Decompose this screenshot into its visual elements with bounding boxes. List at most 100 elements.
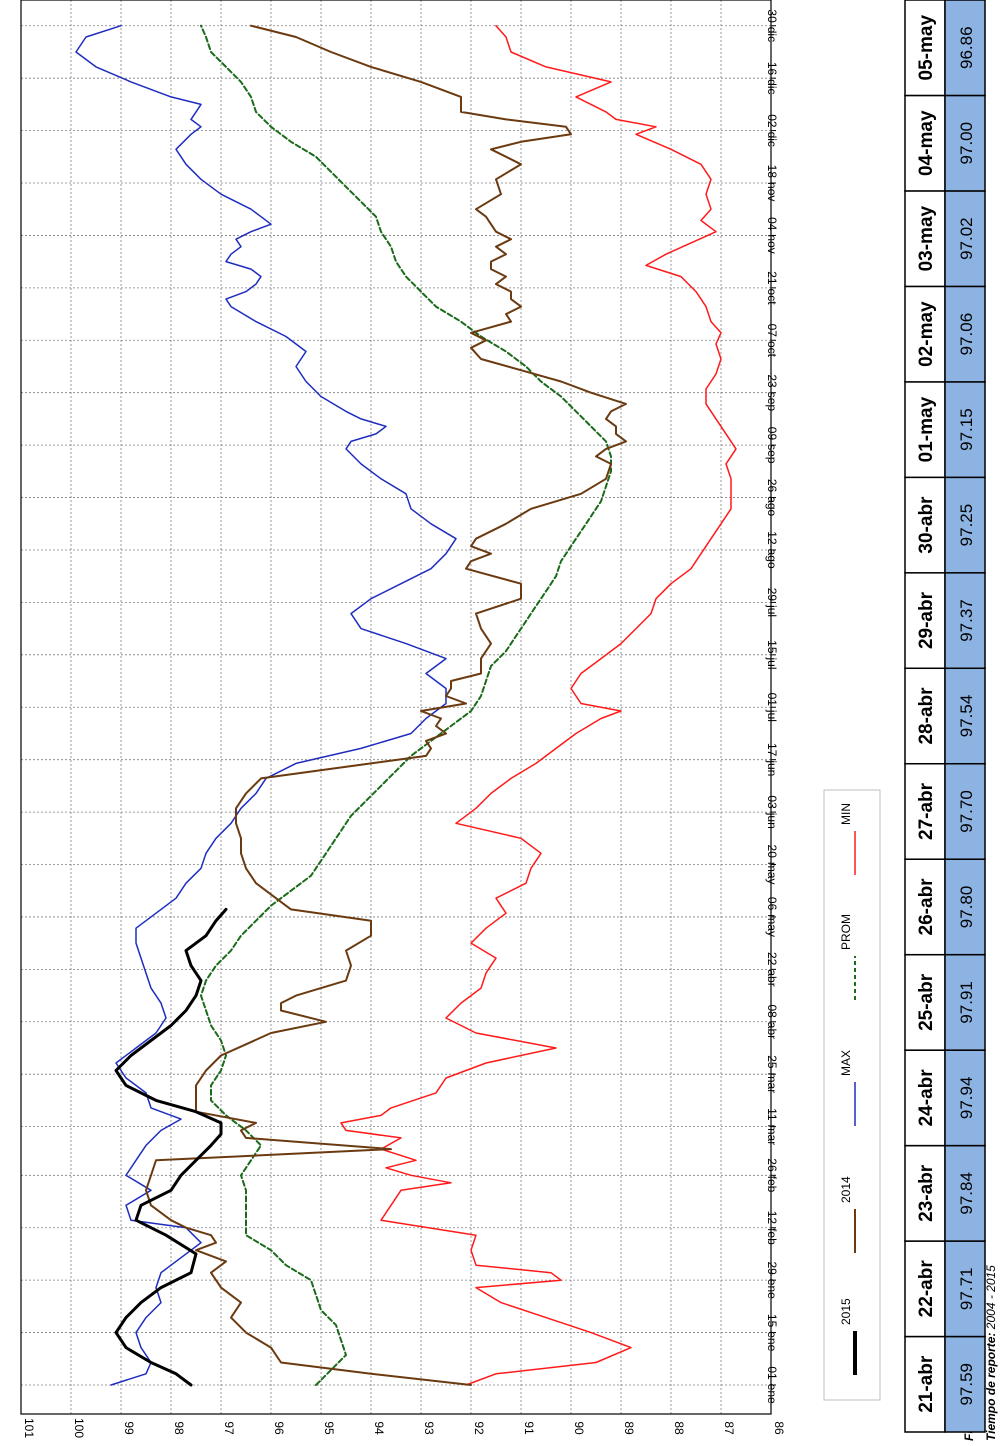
value-tick-label: 96 [272,1421,286,1435]
table-value-text: 97.70 [957,790,976,833]
tiempo-label: Tiempo de reporte: [984,1329,998,1441]
series-line-prom [200,24,612,1386]
table-value-text: 97.06 [957,313,976,356]
date-tick-label: 06-may [765,897,779,937]
date-tick-label: 11-mar [765,1108,779,1145]
table-value-text: 96.86 [957,26,976,69]
table-value-text: 97.71 [957,1268,976,1311]
date-tick-label: 01-jul [765,693,779,722]
table-value-cell [944,858,986,956]
date-tick-label: 07-oct [765,324,779,358]
tiempo-value: 2004 - 2015 [984,1265,998,1330]
series-line-2014 [145,24,627,1386]
legend-label-prom: PROM [839,914,853,950]
value-tick-label: 90 [572,1421,586,1435]
value-tick-label: 99 [122,1421,136,1435]
legend-label-min: MIN [839,803,853,825]
table-date-text: 03-may [916,205,937,271]
date-tick-label: 16-dic [765,62,779,95]
series-line-2015 [114,907,228,1387]
table-date-cell [904,190,946,288]
value-tick-label: 97 [222,1421,236,1435]
value-tick-label: 89 [622,1421,636,1435]
report-period-line: Tiempo de reporte: 2004 - 2015 [984,1265,998,1441]
table-date-text: 21-abr [916,1355,937,1413]
table-value-cell [944,94,986,192]
date-tick-label: 26-feb [765,1158,779,1192]
date-tick-label: 01-ene [765,1366,779,1404]
date-tick-label: 26-ago [765,479,779,517]
table-date-text: 24-abr [916,1069,937,1127]
legend-label-2015: 2015 [839,1298,853,1325]
table-date-text: 28-abr [916,687,937,745]
table-value-cell [944,572,986,670]
y-tick-labels: 86 87 88 89 90 91 92 93 94 95 96 97 98 99 100 101 [22,1418,786,1438]
date-tick-label: 15-jul [765,640,779,669]
value-tick-label: 93 [422,1421,436,1435]
date-tick-label: 08-abr [765,1004,779,1039]
table-date-text: 22-abr [916,1260,937,1318]
value-tick-label: 98 [172,1421,186,1435]
table-value-cell [944,1144,986,1242]
table-value-text: 97.15 [957,408,976,451]
table-date-cell [904,858,946,956]
table-value-cell [944,953,986,1051]
table-value-text: 97.59 [957,1363,976,1406]
table-value-cell [944,0,986,97]
date-tick-label: 12-feb [765,1211,779,1245]
date-tick-label: 17-jun [765,743,779,776]
table-date-cell [904,1240,946,1338]
table-date-cell [904,1049,946,1147]
legend-label-2014: 2014 [839,1176,853,1203]
value-tick-label: 95 [322,1421,336,1435]
date-tick-label: 15-ene [765,1314,779,1352]
table-date-cell [904,94,946,192]
grid-lines [20,0,776,1414]
table-value-text: 97.54 [957,695,976,738]
date-tick-label: 25-mar [765,1055,779,1093]
date-tick-label: 09-sep [765,427,779,464]
date-tick-label: 12-ago [765,531,779,569]
value-tick-label: 100 [72,1418,86,1438]
table-value-text: 97.00 [957,122,976,165]
date-tick-label: 03-jun [765,795,779,828]
table-date-text: 04-may [916,110,937,176]
series-line-min [340,24,737,1386]
value-tick-label: 87 [722,1421,736,1435]
table-value-text: 97.02 [957,217,976,260]
date-tick-label: 23-sep [765,374,779,411]
value-tick-label: 94 [372,1421,386,1435]
table-value-text: 97.84 [957,1172,976,1215]
table-date-text: 25-abr [916,973,937,1031]
value-tick-label: 88 [672,1421,686,1435]
table-date-text: 23-abr [916,1164,937,1222]
date-tick-label: 21-oct [765,271,779,305]
table-value-text: 97.37 [957,599,976,642]
table-date-text: 30-abr [916,496,937,554]
table-date-text: 29-abr [916,591,937,649]
table-date-cell [904,1335,946,1433]
table-value-text: 97.91 [957,981,976,1024]
date-tick-label: 29-jul [765,588,779,617]
table-value-text: 97.80 [957,886,976,929]
table-value-cell [944,381,986,479]
legend-label-max: MAX [839,1050,853,1076]
table-date-cell [904,667,946,765]
table-date-text: 26-abr [916,878,937,936]
table-value-cell [944,285,986,383]
date-tick-label: 30-dic [765,9,779,42]
date-tick-label: 02-dic [765,114,779,147]
table-date-cell [904,381,946,479]
table-date-text: 01-may [916,396,937,462]
legend-box [823,789,881,1401]
table-value-cell [944,476,986,574]
table-value-cell [944,1335,986,1433]
table-value-text: 97.25 [957,504,976,547]
legend: 2015 2014 MAX PROM MIN [823,789,881,1401]
table-value-cell [944,762,986,860]
table-date-cell [904,1144,946,1242]
date-tick-label: 20-may [765,845,779,885]
table-date-text: 02-may [916,301,937,367]
